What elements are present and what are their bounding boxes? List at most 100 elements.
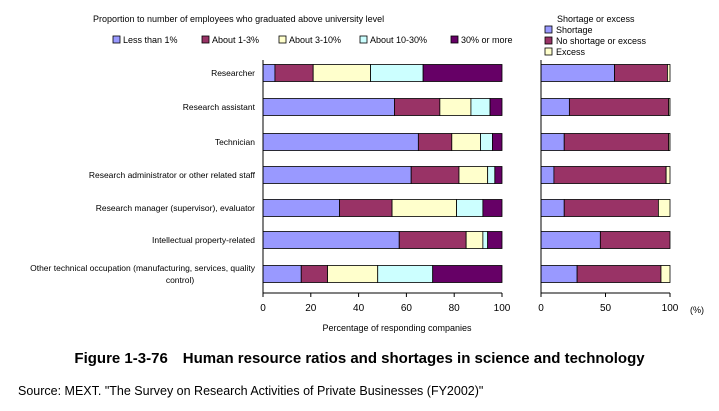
left-bar-5-series-4 [456, 199, 484, 217]
left-bar-7-series-1 [262, 265, 302, 283]
left-tick-label-60: 60 [401, 303, 413, 314]
left-tick-label-0: 0 [260, 303, 266, 314]
right-plot [540, 64, 671, 283]
figure-caption: Figure 1-3-76 Human resource ratios and … [74, 350, 645, 367]
right-legend-swatch-2 [544, 36, 553, 45]
right-tick-label-50: 50 [600, 303, 612, 314]
left-bar-2-series-1 [262, 98, 395, 116]
left-bar-5-series-2 [339, 199, 393, 217]
source-note: Source: MEXT. "The Survey on Research Ac… [18, 384, 484, 398]
left-bar-4-series-1 [262, 166, 412, 184]
right-bar-3-series-2 [563, 133, 670, 151]
left-legend: Less than 1% About 1-3% About 3-10% About 1… [112, 35, 513, 45]
left-bar-6-series-4 [482, 231, 489, 249]
right-legend-label-1: Shortage [556, 25, 593, 35]
left-bar-1-series-2 [274, 64, 314, 82]
category-label-3: Technician [215, 137, 255, 147]
right-legend-swatch-3 [544, 47, 553, 56]
left-legend-label-4: About 10-30% [370, 35, 427, 45]
left-x-axis: 0 20 40 60 80 100 [260, 60, 511, 314]
left-bar-1-series-3 [312, 64, 371, 82]
left-bar-2-series-2 [394, 98, 441, 116]
left-bar-3-series-5 [492, 133, 503, 151]
left-bar-4-series-3 [458, 166, 489, 184]
right-legend-swatch-1 [544, 25, 553, 34]
left-bar-3-series-3 [451, 133, 481, 151]
left-legend-label-2: About 1-3% [212, 35, 259, 45]
left-bar-3-series-1 [262, 133, 419, 151]
left-bar-4-series-2 [410, 166, 460, 184]
left-bar-4-series-5 [494, 166, 503, 184]
left-bar-4-series-4 [487, 166, 496, 184]
left-bar-6-series-5 [487, 231, 503, 249]
left-bar-5-series-3 [391, 199, 457, 217]
left-bar-6-series-3 [465, 231, 484, 249]
right-bar-3-series-3 [668, 133, 671, 151]
percent-unit-label: (%) [690, 305, 704, 315]
left-tick-label-40: 40 [353, 303, 365, 314]
right-bar-4-series-2 [553, 166, 667, 184]
left-bar-6-series-2 [398, 231, 467, 249]
left-tick-label-80: 80 [449, 303, 461, 314]
left-bar-3-series-2 [417, 133, 453, 151]
right-bar-2-series-2 [568, 98, 670, 116]
left-legend-label-5: 30% or more [461, 35, 513, 45]
left-bar-3-series-4 [480, 133, 493, 151]
left-legend-label-3: About 3-10% [289, 35, 341, 45]
left-legend-swatch-4 [359, 35, 368, 44]
left-bar-7-series-3 [327, 265, 379, 283]
left-bar-6-series-1 [262, 231, 400, 249]
left-bar-5-series-5 [482, 199, 503, 217]
left-bar-2-series-5 [489, 98, 503, 116]
category-labels: Researcher Research assistant Technician Re… [30, 68, 256, 285]
right-bar-7-series-1 [540, 265, 578, 283]
left-legend-swatch-1 [112, 35, 121, 44]
right-bar-5-series-3 [657, 199, 671, 217]
left-legend-swatch-3 [278, 35, 287, 44]
right-bar-2-series-3 [668, 98, 671, 116]
right-bar-1-series-1 [540, 64, 615, 82]
category-label-1: Researcher [211, 68, 255, 78]
right-bar-6-series-1 [540, 231, 601, 249]
left-bar-1-series-5 [422, 64, 503, 82]
left-bar-7-series-5 [432, 265, 503, 283]
category-label-5: Research manager (supervisor), evaluator [96, 203, 255, 213]
left-legend-swatch-5 [450, 35, 459, 44]
right-bar-7-series-2 [576, 265, 662, 283]
left-chart-title: Proportion to number of employees who gr… [93, 14, 384, 24]
right-bar-2-series-1 [540, 98, 570, 116]
right-bar-5-series-1 [540, 199, 565, 217]
left-legend-label-1: Less than 1% [123, 35, 178, 45]
right-bar-1-series-2 [614, 64, 668, 82]
right-bar-6-series-2 [599, 231, 671, 249]
right-chart-title: Shortage or excess [557, 14, 635, 24]
category-label-4: Research administrator or other related … [89, 170, 256, 180]
right-bar-7-series-3 [660, 265, 671, 283]
left-plot [262, 64, 503, 283]
left-bar-2-series-3 [439, 98, 472, 116]
left-bar-5-series-1 [262, 199, 340, 217]
right-x-axis: 0 50 100 [538, 60, 679, 314]
left-bar-2-series-4 [470, 98, 491, 116]
right-bar-4-series-3 [665, 166, 671, 184]
left-legend-swatch-2 [201, 35, 210, 44]
right-tick-label-100: 100 [662, 303, 679, 314]
right-bar-4-series-1 [540, 166, 555, 184]
x-axis-title: Percentage of responding companies [322, 323, 472, 333]
left-bar-7-series-4 [377, 265, 434, 283]
category-label-6: Intellectual property-related [152, 235, 255, 245]
left-bar-1-series-1 [262, 64, 276, 82]
category-label-7: Other technical occupation (manufacturin… [30, 263, 256, 285]
right-bar-1-series-3 [667, 64, 671, 82]
right-legend-label-3: Excess [556, 47, 586, 57]
right-tick-label-0: 0 [538, 303, 544, 314]
left-bar-1-series-4 [370, 64, 424, 82]
right-bar-5-series-2 [563, 199, 659, 217]
category-label-2: Research assistant [183, 102, 256, 112]
left-tick-label-20: 20 [305, 303, 317, 314]
left-bar-7-series-2 [300, 265, 328, 283]
right-legend-label-2: No shortage or excess [556, 36, 647, 46]
right-bar-3-series-1 [540, 133, 565, 151]
